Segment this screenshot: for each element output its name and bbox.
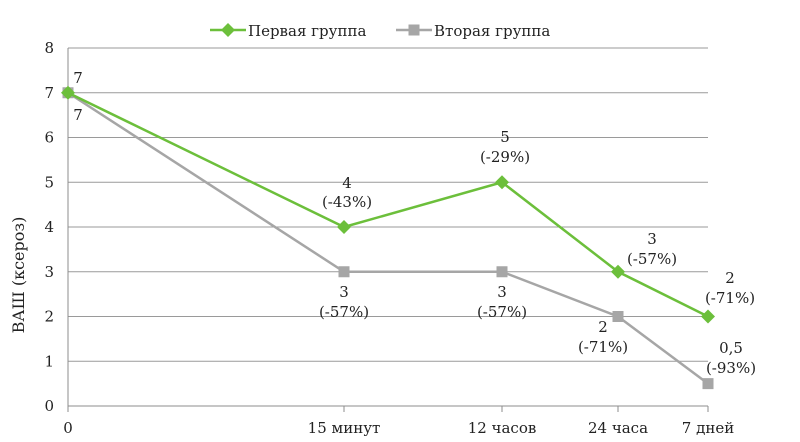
data-label-value: 4 [342,174,352,192]
data-label-percent: (-43%) [322,193,372,211]
series-2-point [338,266,350,278]
x-tick-label: 24 часа [588,419,648,437]
series-1-point [495,175,509,190]
series-2-point [496,266,508,278]
series-2-point [612,311,624,322]
data-label-percent: (-57%) [627,250,677,268]
x-tick-label: 15 минут [308,419,381,437]
series-1-point [611,264,625,279]
series-line-1 [67,91,709,318]
x-tick-label: 12 часов [468,419,537,437]
y-tick-label: 0 [44,397,54,415]
data-label-percent: (-71%) [705,289,755,307]
y-tick-label: 8 [44,39,54,57]
series-1-point [337,220,351,234]
data-label-percent: (-57%) [477,303,527,321]
x-tick-label: 0 [63,419,73,437]
series-2-point [702,378,714,390]
legend-label-2: Вторая группа [434,22,550,40]
data-label-value: 0,5 [719,339,743,357]
y-tick-label: 3 [44,263,54,281]
data-label-value: 3 [497,283,507,301]
series-1-point [61,85,75,100]
data-label-value: 3 [339,283,349,301]
series-1-point [701,309,715,324]
legend-label-1: Первая группа [248,22,366,40]
x-tick-label: 7 дней [682,419,734,437]
y-tick-label: 1 [44,352,54,370]
legend: Первая группа Вторая группа [210,22,550,40]
data-label-value: 7 [73,106,83,124]
legend-marker-1 [221,23,235,37]
y-tick-label: 2 [44,308,54,326]
data-label-percent: (-29%) [480,148,530,166]
y-axis-title: ВАШ (ксероз) [9,217,28,334]
data-label-percent: (-71%) [578,338,628,356]
y-tick-label: 5 [44,173,54,191]
axes: 0 1 2 3 4 5 6 7 8 0 15 минут 12 часов 24 часа 7 дней [44,39,734,437]
y-tick-label: 6 [44,129,54,147]
legend-marker-2 [408,24,420,36]
grid-lines [68,47,708,407]
data-labels: 7 4(-43%) 5 (-29%) 3 (-57%) 2 (-71%) 7 3 (-57%) 3 (-… [73,69,756,377]
data-label-value: 7 [73,69,83,87]
y-tick-label: 4 [44,218,54,236]
data-label-value: 5 [500,128,510,146]
series-layer [61,85,715,390]
data-label-value: 2 [725,269,735,287]
data-label-value: 2 [598,318,608,336]
y-tick-label: 7 [44,84,54,102]
data-label-percent: (-57%) [319,303,369,321]
data-label-value: 3 [647,230,657,248]
data-label-percent: (-93%) [706,359,756,377]
